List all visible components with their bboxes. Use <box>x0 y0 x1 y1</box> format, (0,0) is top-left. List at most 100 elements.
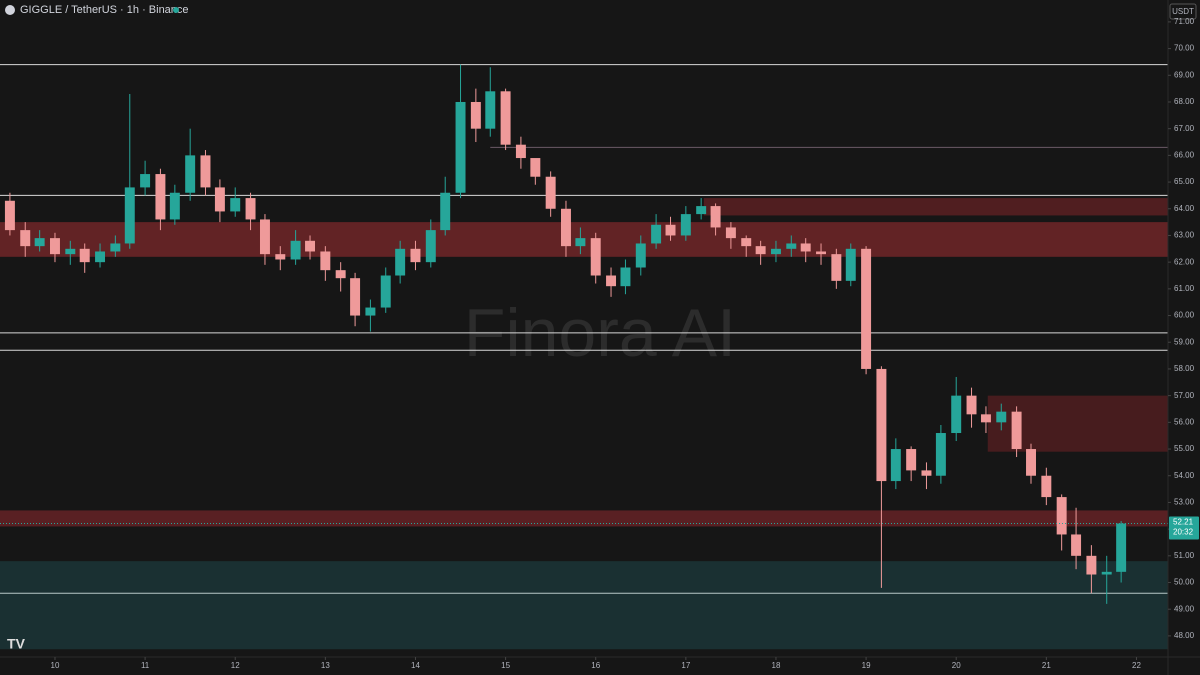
x-tick-label: 13 <box>321 661 330 670</box>
candle-body <box>500 91 511 145</box>
x-tick-label: 17 <box>681 661 690 670</box>
candle-body <box>951 395 962 434</box>
y-tick-label: 61.00 <box>1174 284 1195 293</box>
y-tick-label: 64.00 <box>1174 204 1195 213</box>
y-tick-label: 65.00 <box>1174 177 1195 186</box>
candle-body <box>470 101 481 129</box>
y-tick-label: 68.00 <box>1174 97 1195 106</box>
y-tick-label: 66.00 <box>1174 150 1195 159</box>
currency: USDT <box>1172 7 1194 16</box>
plot <box>0 64 1168 650</box>
candle-body <box>1101 571 1112 575</box>
x-tick-label: 10 <box>51 661 60 670</box>
y-tick-label: 70.00 <box>1174 44 1195 53</box>
candle-body <box>786 243 797 249</box>
candle-body <box>741 238 752 247</box>
y-tick-label: 54.00 <box>1174 471 1195 480</box>
candle-body <box>350 278 361 316</box>
candle-body <box>996 411 1007 423</box>
candle-body <box>230 198 241 212</box>
candle-body <box>980 414 991 423</box>
last-price-label: 52.21 <box>1173 518 1194 527</box>
candle-body <box>635 243 646 268</box>
candle-body <box>259 219 270 255</box>
y-tick-label: 56.00 <box>1174 417 1195 426</box>
x-tick-label: 19 <box>862 661 871 670</box>
candle-body <box>140 174 151 188</box>
candle-body <box>935 433 946 476</box>
zone <box>703 198 1168 216</box>
y-tick-label: 60.00 <box>1174 311 1195 320</box>
y-tick-label: 58.00 <box>1174 364 1195 373</box>
candle-body <box>440 192 451 231</box>
candle-body <box>530 158 541 177</box>
symbol-title[interactable]: GIGGLE / TetherUS · 1h · Binance <box>20 4 189 16</box>
x-tick-label: 20 <box>952 661 961 670</box>
y-tick-label: 67.00 <box>1174 124 1195 133</box>
candle-body <box>906 449 917 471</box>
candle-body <box>275 254 286 260</box>
candle-body <box>651 224 662 244</box>
y-tick-label: 63.00 <box>1174 231 1195 240</box>
candle-body <box>1116 523 1127 572</box>
candle-body <box>49 238 60 255</box>
candle-body <box>380 275 391 308</box>
candle-body <box>606 275 617 287</box>
zone <box>0 561 1168 650</box>
y-tick-label: 59.00 <box>1174 337 1195 346</box>
y-tick-label: 50.00 <box>1174 578 1195 587</box>
currency-box[interactable] <box>1169 3 1197 20</box>
candle-body <box>65 248 76 255</box>
candle-body <box>831 254 842 281</box>
candle-body <box>966 395 977 415</box>
candle-body <box>410 248 421 263</box>
logo: TV <box>7 636 26 652</box>
candle-body <box>320 251 331 271</box>
candle-body <box>680 214 691 236</box>
candle-body <box>365 307 376 316</box>
candle-body <box>200 155 211 188</box>
candle-body <box>770 248 781 255</box>
candle-body <box>395 248 406 276</box>
candle-body <box>710 206 721 228</box>
candle-body <box>485 91 496 129</box>
candle-body <box>861 248 872 369</box>
candle-body <box>124 187 135 244</box>
candle-body <box>95 251 106 263</box>
candle-body <box>1026 449 1036 476</box>
candle-body <box>245 198 256 220</box>
candle-body <box>921 470 932 476</box>
candle-body <box>335 270 346 279</box>
y-tick-label: 57.00 <box>1174 391 1195 400</box>
candle-body <box>620 267 631 287</box>
last-price-box <box>1169 516 1199 540</box>
candle-body <box>155 174 166 220</box>
candle-body <box>725 227 736 239</box>
candle-body <box>590 238 601 276</box>
x-tick-label: 12 <box>231 661 240 670</box>
y-tick-label: 71.00 <box>1174 17 1195 26</box>
y-tick-label: 69.00 <box>1174 70 1195 79</box>
candle-body <box>169 192 180 220</box>
candle-body <box>110 243 121 252</box>
x-tick-label: 16 <box>591 661 600 670</box>
candle-body <box>876 368 887 482</box>
symbol-icon <box>5 5 15 15</box>
candle-body <box>305 240 316 252</box>
candle-body <box>575 238 586 247</box>
y-tick-label: 49.00 <box>1174 604 1195 613</box>
x-tick-label: 11 <box>141 661 150 670</box>
candle-body <box>4 200 15 231</box>
y-tick-label: 48.00 <box>1174 631 1195 640</box>
candle-body <box>1011 411 1022 450</box>
y-tick-label: 51.00 <box>1174 551 1195 560</box>
candle-body <box>1041 475 1052 498</box>
candle-body <box>1056 497 1067 535</box>
candle-body <box>34 238 45 247</box>
candle-body <box>515 144 526 159</box>
candle-body <box>185 155 196 193</box>
countdown: 20:32 <box>1173 528 1194 537</box>
x-tick-label: 15 <box>501 661 510 670</box>
